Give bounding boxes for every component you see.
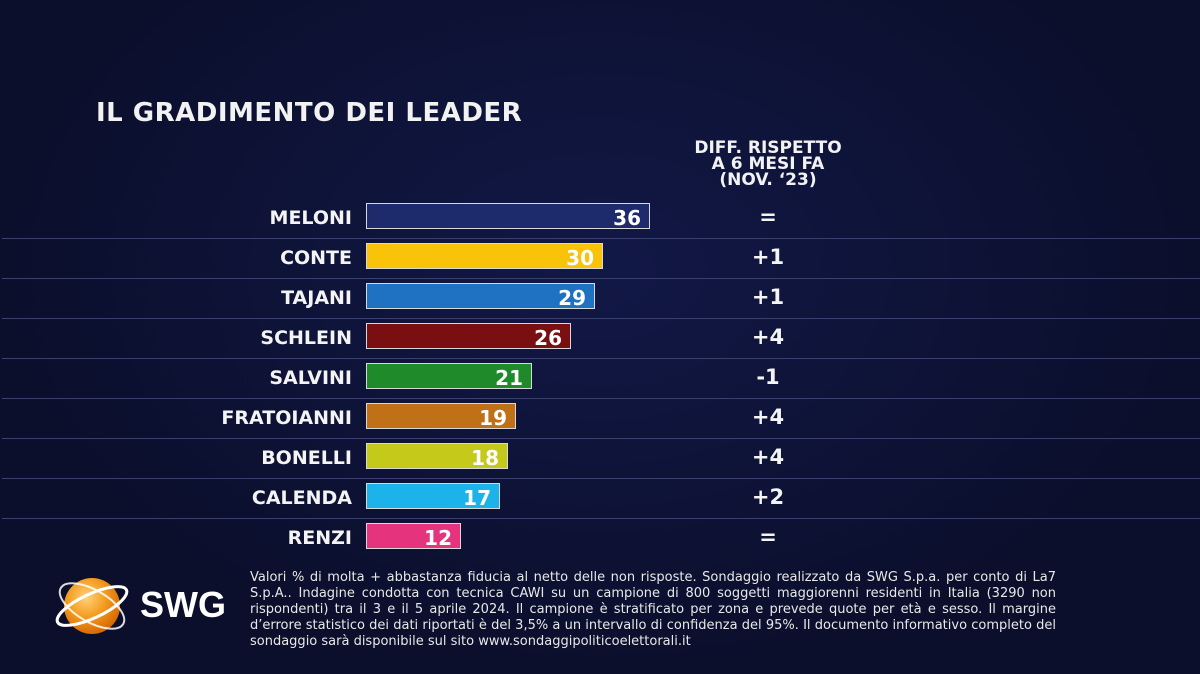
- diff-column-header: DIFF. RISPETTO A 6 MESI FA (NOV. ‘23): [668, 138, 868, 190]
- bar: 19: [366, 403, 516, 430]
- leader-name-label: SCHLEIN: [260, 327, 352, 349]
- diff-header-line-1: DIFF. RISPETTO: [694, 138, 842, 158]
- chart-row: CONTE 30 +1: [0, 239, 1200, 279]
- globe-icon: [55, 578, 129, 634]
- logo-text: SWG: [140, 584, 226, 625]
- bar: 30: [366, 243, 603, 270]
- bar: 36: [366, 203, 650, 230]
- row-divider: [2, 478, 1200, 479]
- bar: 21: [366, 363, 532, 390]
- bar-value-label: 21: [495, 366, 523, 390]
- diff-value-label: -1: [756, 365, 780, 389]
- leader-name-label: CALENDA: [251, 487, 352, 509]
- diff-value-label: +2: [751, 485, 785, 509]
- chart-row: SCHLEIN 26 +4: [0, 319, 1200, 359]
- row-divider: [2, 518, 1200, 519]
- bar-value-label: 36: [613, 206, 641, 230]
- bar: 18: [366, 443, 508, 470]
- diff-value-label: +4: [751, 445, 785, 469]
- diff-header-line-2: A 6 MESI FA: [711, 154, 825, 174]
- bar-value-label: 18: [471, 446, 499, 470]
- row-divider: [2, 318, 1200, 319]
- leader-name-label: SALVINI: [269, 367, 352, 389]
- diff-value-label: +1: [751, 285, 785, 309]
- bar: 29: [366, 283, 595, 310]
- leader-name-label: FRATOIANNI: [221, 407, 352, 429]
- row-divider: [2, 278, 1200, 279]
- leader-name-label: RENZI: [287, 527, 352, 549]
- bar-value-label: 19: [479, 406, 507, 430]
- diff-value-label: =: [759, 525, 777, 549]
- diff-value-label: +4: [751, 405, 785, 429]
- diff-value-label: +1: [751, 245, 785, 269]
- chart-row: TAJANI 29 +1: [0, 279, 1200, 319]
- chart-row: FRATOIANNI 19 +4: [0, 399, 1200, 439]
- chart-row: BONELLI 18 +4: [0, 439, 1200, 479]
- chart-row: RENZI 12 =: [0, 519, 1200, 559]
- footnote: Valori % di molta + abbastanza fiducia a…: [250, 570, 1056, 649]
- chart-row: SALVINI 21 -1: [0, 359, 1200, 399]
- chart-title: IL GRADIMENTO DEI LEADER: [96, 98, 523, 128]
- bar: 17: [366, 483, 500, 510]
- swg-logo: SWG: [52, 570, 242, 642]
- leader-name-label: MELONI: [269, 207, 352, 229]
- bar-value-label: 12: [424, 526, 452, 550]
- row-divider: [2, 238, 1200, 239]
- bar-value-label: 17: [463, 486, 491, 510]
- leader-name-label: TAJANI: [281, 287, 352, 309]
- bar: 26: [366, 323, 571, 350]
- row-divider: [2, 438, 1200, 439]
- bar-value-label: 26: [534, 326, 562, 350]
- bar: 12: [366, 523, 461, 550]
- diff-value-label: =: [759, 205, 777, 229]
- leader-name-label: CONTE: [280, 247, 352, 269]
- diff-header-line-3: (NOV. ‘23): [719, 170, 817, 190]
- bar-value-label: 30: [566, 246, 594, 270]
- row-divider: [2, 398, 1200, 399]
- diff-value-label: +4: [751, 325, 785, 349]
- row-divider: [2, 358, 1200, 359]
- chart-row: CALENDA 17 +2: [0, 479, 1200, 519]
- bar-value-label: 29: [558, 286, 586, 310]
- leader-name-label: BONELLI: [261, 447, 352, 469]
- chart-row: MELONI 36 =: [0, 199, 1200, 239]
